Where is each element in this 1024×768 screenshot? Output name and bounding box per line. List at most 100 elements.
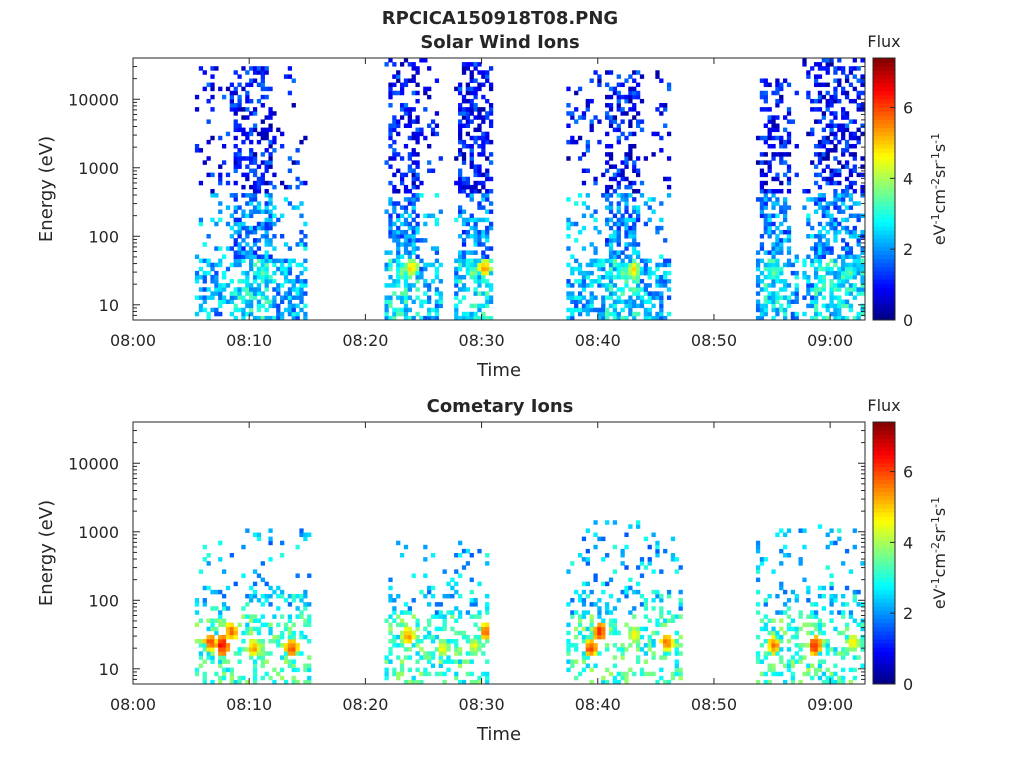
spectrogram-cell bbox=[214, 262, 219, 268]
spectrogram-cell bbox=[813, 242, 819, 247]
spectrogram-cell bbox=[852, 189, 857, 194]
spectrogram-cell bbox=[825, 221, 830, 227]
colorbar-segment bbox=[873, 307, 895, 313]
spectrogram-cell bbox=[655, 70, 660, 75]
spectrogram-cell bbox=[249, 303, 254, 309]
spectrogram-cell bbox=[430, 168, 436, 174]
spectrogram-cell bbox=[252, 569, 258, 574]
spectrogram-cell bbox=[856, 103, 861, 108]
spectrogram-cell bbox=[612, 234, 618, 239]
spectrogram-cell bbox=[856, 201, 861, 206]
spectrogram-cell bbox=[488, 209, 494, 214]
spectrogram-cell bbox=[407, 107, 412, 112]
spectrogram-cell bbox=[218, 209, 223, 214]
spectrogram-cell bbox=[632, 209, 637, 214]
spectrogram-cell bbox=[581, 213, 587, 219]
spectrogram-cell bbox=[841, 283, 846, 288]
spectrogram-cell bbox=[570, 266, 575, 272]
spectrogram-cell bbox=[458, 111, 463, 116]
spectrogram-cell bbox=[221, 634, 227, 640]
spectrogram-cell bbox=[601, 634, 606, 640]
spectrogram-cell bbox=[570, 659, 575, 664]
spectrogram-cell bbox=[388, 131, 393, 137]
spectrogram-cell bbox=[427, 295, 432, 300]
spectrogram-cell bbox=[848, 197, 854, 202]
spectrogram-cell bbox=[852, 229, 857, 235]
spectrogram-cell bbox=[620, 111, 625, 116]
colorbar-segment bbox=[873, 205, 895, 210]
spectrogram-cell bbox=[434, 626, 440, 632]
spectrogram-cell bbox=[674, 671, 679, 677]
spectrogram-cell bbox=[833, 201, 838, 206]
spectrogram-cell bbox=[817, 274, 823, 280]
spectrogram-cell bbox=[280, 553, 285, 558]
spectrogram-cell bbox=[384, 618, 389, 623]
spectrogram-cell bbox=[779, 618, 784, 623]
spectrogram-cell bbox=[837, 139, 842, 145]
spectrogram-cell bbox=[454, 643, 459, 648]
spectrogram-cell bbox=[844, 647, 850, 652]
spectrogram-cell bbox=[817, 630, 823, 636]
spectrogram-cell bbox=[755, 291, 761, 296]
spectrogram-cell bbox=[202, 242, 207, 247]
spectrogram-cell bbox=[837, 283, 842, 288]
spectrogram-cell bbox=[427, 651, 432, 656]
spectrogram-cell bbox=[481, 74, 486, 79]
spectrogram-cell bbox=[825, 647, 830, 652]
spectrogram-cell bbox=[264, 622, 269, 628]
spectrogram-cell bbox=[260, 221, 265, 227]
spectrogram-cell bbox=[624, 262, 629, 268]
spectrogram-cell bbox=[620, 589, 625, 595]
spectrogram-cell bbox=[841, 164, 846, 169]
spectrogram-cell bbox=[473, 598, 478, 603]
spectrogram-cell bbox=[775, 189, 780, 194]
spectrogram-cell bbox=[299, 307, 304, 313]
spectrogram-cell bbox=[291, 311, 296, 317]
spectrogram-cell bbox=[833, 679, 838, 685]
spectrogram-cell bbox=[252, 581, 258, 587]
spectrogram-cell bbox=[593, 217, 598, 223]
spectrogram-cell bbox=[628, 524, 633, 529]
spectrogram-cell bbox=[477, 205, 482, 210]
spectrogram-cell bbox=[268, 258, 273, 264]
spectrogram-cell bbox=[388, 266, 393, 272]
spectrogram-cell bbox=[264, 593, 269, 599]
spectrogram-cell bbox=[608, 209, 614, 214]
spectrogram-cell bbox=[775, 532, 780, 538]
spectrogram-cell bbox=[659, 606, 664, 611]
spectrogram-cell bbox=[632, 311, 637, 317]
spectrogram-cell bbox=[411, 634, 416, 640]
spectrogram-cell bbox=[214, 618, 219, 623]
spectrogram-cell bbox=[477, 242, 482, 247]
spectrogram-cell bbox=[407, 254, 412, 259]
spectrogram-cell bbox=[229, 94, 234, 100]
spectrogram-cell bbox=[759, 135, 765, 141]
spectrogram-cell bbox=[848, 131, 854, 137]
spectrogram-cell bbox=[852, 234, 857, 239]
spectrogram-cell bbox=[837, 675, 842, 681]
spectrogram-cell bbox=[779, 561, 784, 566]
spectrogram-cell bbox=[616, 630, 621, 636]
spectrogram-cell bbox=[659, 283, 664, 288]
spectrogram-cell bbox=[678, 634, 683, 640]
spectrogram-cell bbox=[392, 279, 397, 284]
spectrogram-cell bbox=[841, 675, 846, 681]
spectrogram-cell bbox=[276, 643, 281, 648]
spectrogram-cell bbox=[198, 266, 204, 272]
spectrogram-cell bbox=[794, 651, 799, 656]
spectrogram-cell bbox=[403, 602, 409, 607]
spectrogram-cell bbox=[245, 225, 250, 231]
spectrogram-cell bbox=[423, 315, 428, 321]
spectrogram-cell bbox=[837, 679, 842, 685]
spectrogram-cell bbox=[612, 274, 618, 280]
spectrogram-cell bbox=[299, 229, 304, 235]
spectrogram-cell bbox=[477, 201, 482, 206]
spectrogram-cell bbox=[221, 593, 227, 599]
spectrogram-cell bbox=[411, 205, 416, 210]
spectrogram-cell bbox=[287, 651, 293, 656]
spectrogram-cell bbox=[403, 638, 409, 644]
spectrogram-cell bbox=[786, 638, 792, 644]
spectrogram-cell bbox=[779, 528, 784, 533]
spectrogram-cell bbox=[860, 279, 865, 284]
spectrogram-cell bbox=[628, 152, 633, 157]
